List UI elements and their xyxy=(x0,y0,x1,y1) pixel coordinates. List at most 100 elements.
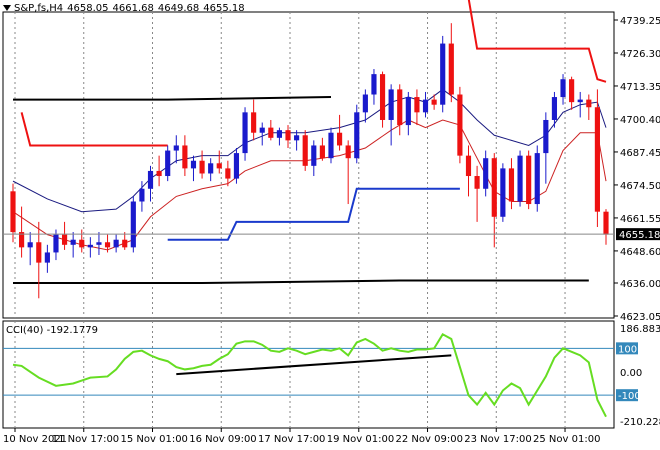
axes: 4739.25 4726.30 4713.35 4700.40 4687.45 4674.… xyxy=(3,16,660,445)
x-tick-label: 16 Nov 09:00 xyxy=(189,434,256,445)
candle-body xyxy=(276,130,282,138)
upper-level-line xyxy=(13,96,332,101)
close-value: 4655.18 xyxy=(203,3,245,14)
candle-body xyxy=(603,211,609,235)
envelope-outer-line xyxy=(12,119,607,251)
resistance-line xyxy=(467,0,607,83)
candle-body xyxy=(311,145,317,166)
candle-body xyxy=(70,239,76,245)
candle-body xyxy=(268,127,274,138)
price-tick-label: 4687.45 xyxy=(620,148,660,159)
cci-tick-label: 186.8832 xyxy=(620,324,660,335)
candle-body xyxy=(491,158,497,217)
candle-body xyxy=(397,89,403,126)
candle-body xyxy=(104,242,111,248)
candle-body xyxy=(139,188,145,202)
candle-body xyxy=(302,135,308,166)
candle-body xyxy=(517,155,523,202)
candle-body xyxy=(19,232,25,248)
x-tick-label: 19 Nov 01:00 xyxy=(327,434,394,445)
candle-body xyxy=(259,127,265,133)
candle-body xyxy=(551,97,558,120)
candle-body xyxy=(225,168,231,179)
candle-body xyxy=(319,145,325,159)
candle-body xyxy=(216,163,222,169)
cci-value: -192.1779 xyxy=(46,325,98,336)
open-value: 4658.05 xyxy=(67,3,109,14)
candle-body xyxy=(182,145,188,169)
candle-body xyxy=(10,191,16,233)
candle-body xyxy=(173,145,179,151)
candle-body xyxy=(354,112,360,159)
candle-body xyxy=(414,97,420,113)
price-tick-label: 4648.60 xyxy=(620,247,660,258)
cci-tick-label: 0.00 xyxy=(620,368,642,379)
price-tick-label: 4713.35 xyxy=(620,82,660,93)
candle-body xyxy=(405,97,411,126)
chart-header: S&P,fs,H4 4658.05 4661.68 4649.68 4655.18 xyxy=(3,3,249,14)
candle-body xyxy=(474,176,480,189)
candle-body xyxy=(61,234,68,245)
dropdown-triangle-icon[interactable] xyxy=(3,5,11,11)
candle-body xyxy=(371,74,377,95)
price-panel xyxy=(2,0,615,319)
cci-header: CCI(40) -192.1779 xyxy=(6,325,98,336)
candle-body xyxy=(199,160,205,174)
candle-body xyxy=(27,242,33,248)
price-tick-label: 4700.40 xyxy=(620,115,660,126)
price-tick-label: 4636.00 xyxy=(620,279,660,290)
price-tick-label: 4739.25 xyxy=(620,16,660,27)
candle-body xyxy=(422,99,429,113)
cci-level-tag xyxy=(616,389,638,402)
price-panel-frame xyxy=(2,11,615,319)
candle-body xyxy=(448,43,454,95)
candle-body xyxy=(36,242,42,263)
candle-body xyxy=(285,130,291,141)
candle-body xyxy=(569,79,575,103)
candle-body xyxy=(379,74,386,120)
x-tick-label: 17 Nov 17:00 xyxy=(258,434,325,445)
price-tag-label: 4655.18 xyxy=(619,230,660,241)
candle-body xyxy=(465,155,472,177)
candle-body xyxy=(337,132,343,146)
candle-body xyxy=(147,170,154,189)
candle-body xyxy=(577,99,583,103)
candle-body xyxy=(87,244,93,248)
cci-panel-frame xyxy=(2,320,615,429)
cci-tick-label: -100 xyxy=(618,391,641,402)
candle-body xyxy=(440,43,446,105)
low-value: 4649.68 xyxy=(157,3,200,14)
x-tick-label: 22 Nov 09:00 xyxy=(396,434,463,445)
price-tag xyxy=(616,228,660,241)
lower-level-line xyxy=(13,279,589,285)
x-tick-label: 11 Nov 17:00 xyxy=(52,434,119,445)
cci-line xyxy=(12,332,607,418)
price-tick-label: 4674.50 xyxy=(620,181,660,192)
symbol-label: S&P,fs,H4 xyxy=(14,3,64,14)
x-tick-label: 23 Nov 17:00 xyxy=(464,434,531,445)
candle-body xyxy=(586,99,592,108)
price-tick-label: 4726.30 xyxy=(620,49,660,60)
candle-body xyxy=(362,94,368,113)
candle-body xyxy=(388,89,394,120)
envelope-mid-line xyxy=(12,88,607,213)
candle-body xyxy=(534,153,540,205)
cci-label: CCI(40) xyxy=(6,325,44,336)
kijun-line xyxy=(167,187,460,241)
resistance-line xyxy=(20,112,168,147)
x-tick-label: 10 Nov 2021 xyxy=(3,434,67,445)
candle-body xyxy=(208,163,214,174)
candle-body xyxy=(79,239,85,248)
candle-body xyxy=(457,94,463,156)
price-tick-label: 4623.05 xyxy=(620,312,660,323)
x-tick-label: 25 Nov 01:00 xyxy=(533,434,600,445)
cci-level-tag xyxy=(616,342,638,355)
candle-body xyxy=(294,135,300,141)
price-tick-label: 4661.55 xyxy=(620,214,660,225)
candle-body xyxy=(233,153,240,179)
candle-body xyxy=(328,132,334,159)
candle-body xyxy=(190,160,197,169)
candle-body xyxy=(560,79,566,98)
candle-body xyxy=(526,155,532,205)
